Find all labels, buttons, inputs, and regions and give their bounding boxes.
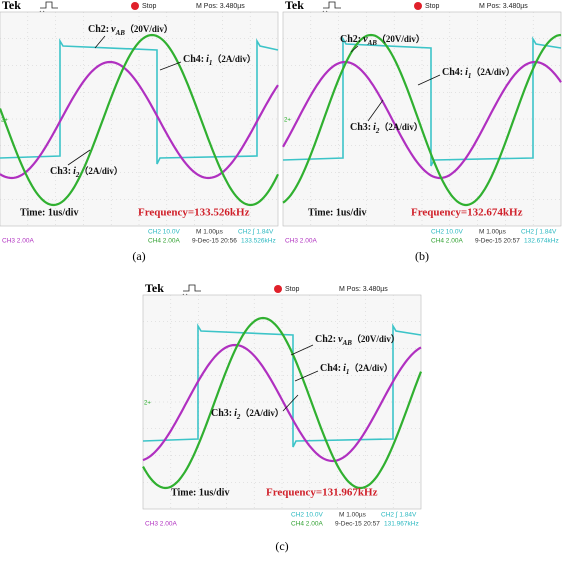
status-date: 9-Dec-15 20:56 [192,238,237,245]
channel-name: Ch2: [88,24,109,35]
ground-marker: 2+ [144,401,151,407]
brand: Tek [145,281,164,295]
frequency: Frequency=131.967kHz [266,487,378,499]
channel-name: Ch2: [340,34,361,45]
status-frequency: 132.674kHz [524,238,559,245]
status-timebase: M 1.00µs [339,512,367,519]
m-pos: M Pos: 3.480µs [196,3,245,10]
caption: (c) [275,539,288,553]
status-ch2: CH2 10.0V [431,229,463,236]
channel-name: Ch3: [211,408,232,419]
status-trigger: CH2 ∫ 1.84V [521,229,557,236]
caption: (a) [132,249,145,263]
subscript: AB [115,29,126,37]
run-state: Stop [142,3,157,10]
time-scale: Time: 1us/div [20,207,78,218]
status-trigger: CH2 ∫ 1.84V [238,229,274,236]
frequency: Frequency=132.674kHz [411,207,523,219]
status-timebase: M 1.00µs [196,229,224,236]
page: {"panels": [ {"tek": "Tek", "state": "St… [0,0,562,561]
status-ch4: CH4 2.00A [148,238,180,245]
status-ch3: CH3 2.00A [285,238,317,245]
brand: Tek [2,0,21,12]
time-scale: Time: 1us/div [171,487,229,498]
status-ch4: CH4 2.00A [291,521,323,528]
status-date: 9-Dec-15 20:57 [475,238,520,245]
scale: （20V/div） [352,334,400,344]
channel-name: Ch4: [183,54,204,65]
run-state: Stop [425,3,440,10]
scale: （20V/div） [377,34,425,44]
stop-indicator [131,2,139,10]
channel-name: Ch3: [50,166,71,177]
scale: （2A/div） [349,363,393,373]
channel-name: Ch2: [315,334,336,345]
status-date: 9-Dec-15 20:57 [335,521,380,528]
status-ch3: CH3 2.00A [2,238,34,245]
scale: （2A/div） [379,122,423,132]
scale: （2A/div） [471,67,515,77]
run-state: Stop [285,286,300,293]
channel-name: Ch4: [442,67,463,78]
scale: （2A/div） [79,166,123,176]
status-ch3: CH3 2.00A [145,521,177,528]
channel-name: Ch4: [320,363,341,374]
figure: TekStopM Pos: 3.480µs2+Ch2:vAB（20V/div）C… [0,0,562,561]
scale: （2A/div） [212,54,256,64]
m-pos: M Pos: 3.480µs [479,3,528,10]
status-ch2: CH2 10.0V [291,512,323,519]
status-frequency: 133.526kHz [241,238,276,245]
subscript: AB [342,339,353,347]
frequency: Frequency=133.526kHz [138,207,250,219]
status-trigger: CH2 ∫ 1.84V [381,512,417,519]
status-frequency: 131.967kHz [384,521,419,528]
m-pos: M Pos: 3.480µs [339,286,388,293]
status-ch4: CH4 2.00A [431,238,463,245]
status-ch2: CH2 10.0V [148,229,180,236]
ground-marker: 2+ [284,118,291,124]
channel-name: Ch3: [350,122,371,133]
scale: （2A/div） [240,408,284,418]
scale: （20V/div） [125,24,173,34]
stop-indicator [274,285,282,293]
stop-indicator [414,2,422,10]
status-timebase: M 1.00µs [479,229,507,236]
caption: (b) [415,249,429,263]
subscript: AB [367,39,378,47]
brand: Tek [285,0,304,12]
time-scale: Time: 1us/div [308,207,366,218]
